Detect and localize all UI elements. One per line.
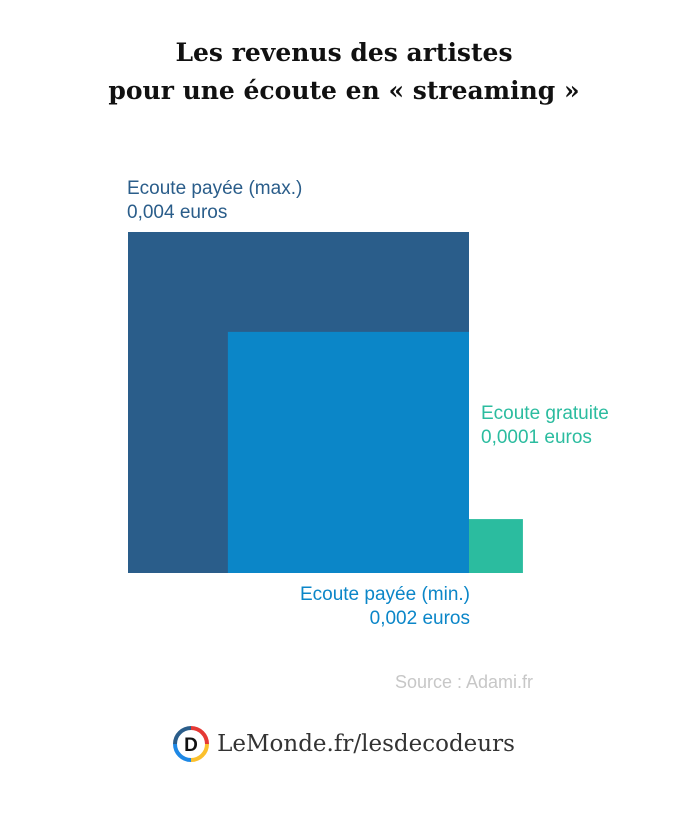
- label-paid-min-value: 0,002 euros: [369, 608, 470, 629]
- label-free: Ecoute gratuite 0,0001 euros: [481, 402, 609, 450]
- brand-footer[interactable]: D LeMonde.fr/lesdecodeurs: [0, 726, 688, 762]
- logo-letter: D: [184, 735, 198, 756]
- label-paid-max-name: Ecoute payée (max.): [127, 178, 303, 199]
- label-paid-max-value: 0,004 euros: [127, 202, 228, 223]
- square-free: [469, 519, 523, 573]
- square-paid-min: [227, 331, 469, 573]
- label-paid-max: Ecoute payée (max.) 0,004 euros: [127, 177, 302, 225]
- title-line-2: pour une écoute en « streaming »: [108, 76, 580, 105]
- label-paid-min: Ecoute payée (min.) 0,002 euros: [230, 583, 470, 631]
- label-free-name: Ecoute gratuite: [481, 403, 609, 424]
- title-line-1: Les revenus des artistes: [175, 38, 513, 67]
- source-note: Source : Adami.fr: [394, 672, 533, 692]
- label-free-value: 0,0001 euros: [481, 427, 592, 448]
- chart-title: Les revenus des artistes pour une écoute…: [0, 34, 688, 110]
- label-paid-min-name: Ecoute payée (min.): [299, 584, 470, 605]
- brand-link[interactable]: LeMonde.fr/lesdecodeurs: [217, 731, 515, 757]
- decodeurs-logo-icon: D: [173, 726, 210, 762]
